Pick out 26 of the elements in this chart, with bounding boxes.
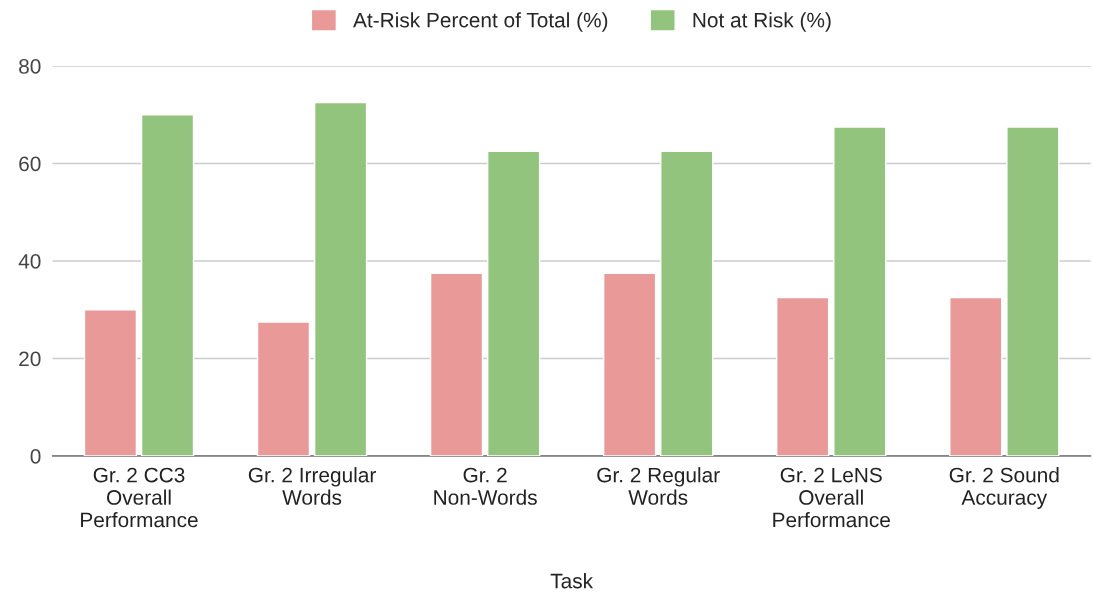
bar (429, 272, 484, 456)
legend-label: At-Risk Percent of Total (%) (353, 12, 608, 32)
bar (1006, 126, 1060, 456)
bar (83, 309, 138, 456)
bar (313, 101, 368, 456)
y-tick-label: 20 (19, 351, 41, 367)
bar (949, 296, 1003, 456)
x-tick-label: Gr. 2 CC3 Overall Performance (81, 467, 198, 528)
y-tick-label: 0 (30, 449, 41, 464)
x-tick-label: Gr. 2 Non-Words (434, 467, 537, 505)
y-tick-label: 40 (18, 254, 41, 269)
bar (660, 150, 714, 456)
x-tick-label: Gr. 2 Sound Accuracy (949, 467, 1059, 509)
x-tick-label: Gr. 2 LeNS Overall Performance (773, 467, 890, 528)
bar (487, 150, 541, 456)
bar (833, 126, 887, 456)
bar (256, 321, 311, 456)
bar (776, 296, 830, 456)
x-axis-title: Task (550, 573, 594, 589)
x-tick-label: Gr. 2 Regular Words (597, 467, 720, 505)
y-tick-label: 80 (19, 59, 41, 74)
y-tick-label: 60 (19, 156, 41, 172)
x-tick-label: Gr. 2 Irregular Words (248, 467, 376, 505)
bar (140, 114, 195, 456)
legend-label: Not at Risk (%) (693, 12, 831, 32)
bar (602, 272, 657, 456)
